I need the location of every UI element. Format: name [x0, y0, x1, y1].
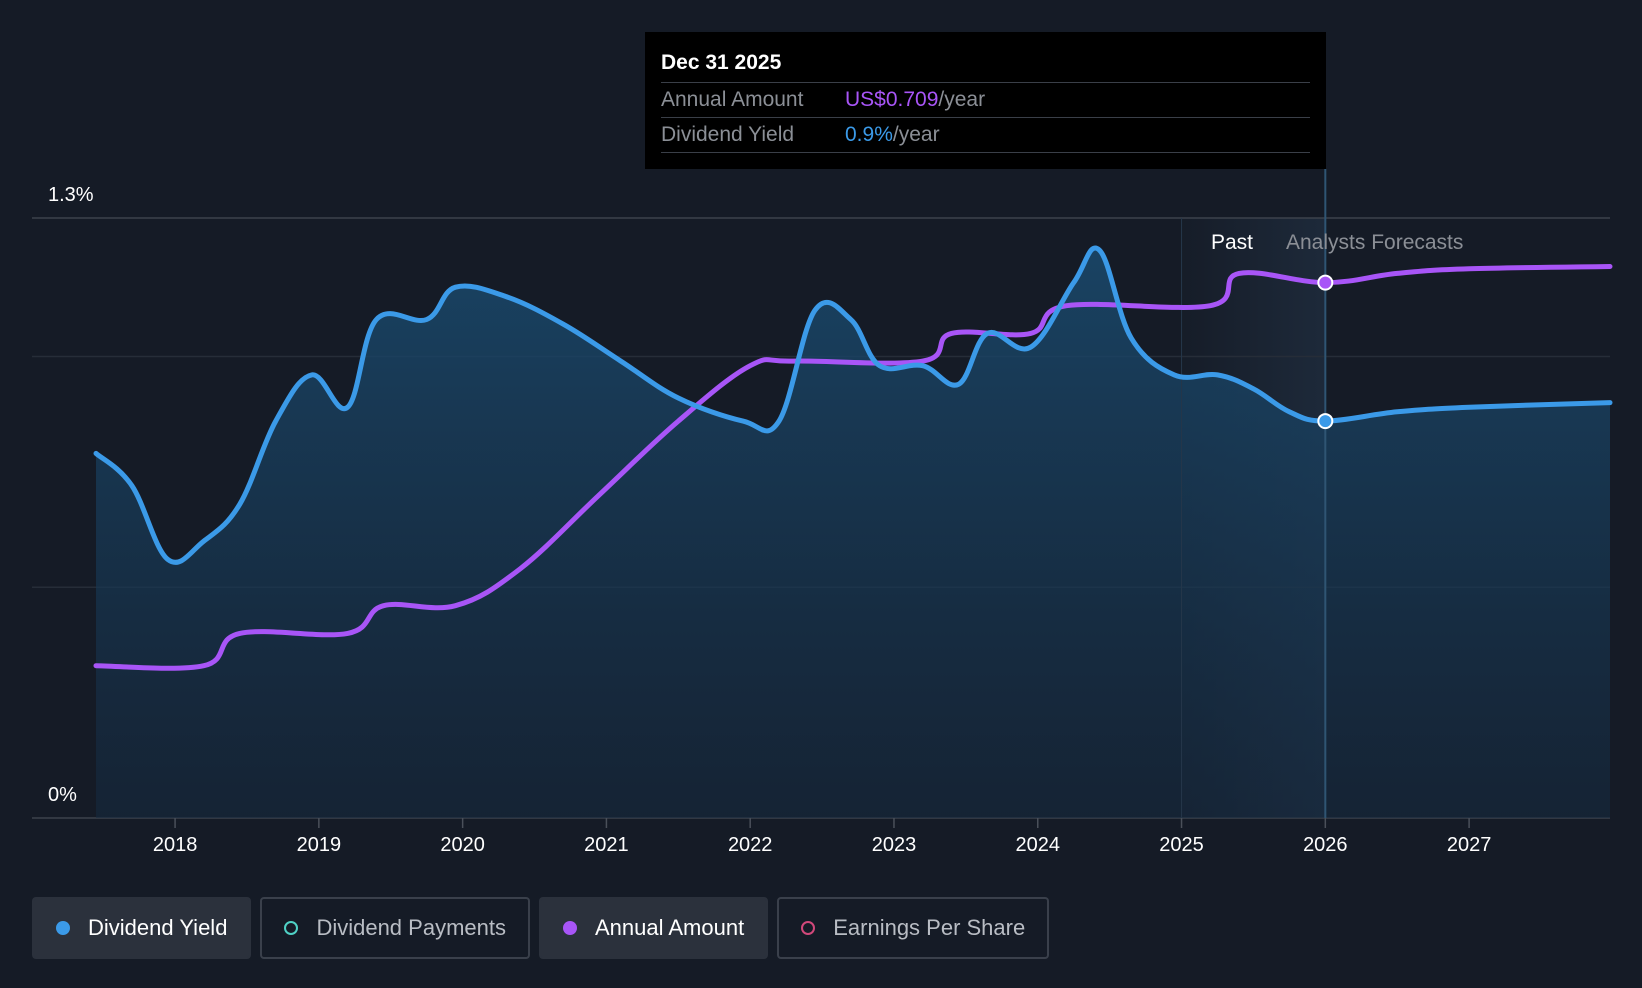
dot-icon	[562, 921, 577, 935]
tooltip-value: US$0.709	[845, 88, 939, 111]
legend: Dividend Yield Dividend Payments Annual …	[32, 897, 1058, 959]
tooltip-label: Dividend Yield	[661, 123, 795, 146]
forecast-label: Analysts Forecasts	[1286, 231, 1463, 254]
hover-tooltip: Dec 31 2025 Annual Amount US$0.709 /year…	[645, 32, 1326, 169]
y-tick-top: 1.3%	[48, 184, 94, 206]
dot-icon	[56, 921, 70, 935]
x-tick-label: 2023	[872, 834, 917, 856]
x-tick-label: 2021	[584, 834, 629, 856]
dividend-yield-marker[interactable]	[1317, 413, 1334, 430]
x-tick-label: 2022	[728, 834, 773, 856]
tooltip-value: 0.9%	[845, 123, 893, 146]
ring-icon	[284, 921, 299, 935]
legend-dividend-yield-button[interactable]: Dividend Yield	[32, 897, 252, 959]
y-tick-bottom: 0%	[48, 784, 77, 806]
x-tick-label: 2026	[1303, 834, 1348, 856]
annual-amount-marker[interactable]	[1317, 274, 1334, 291]
x-tick-label: 2018	[153, 834, 198, 856]
tooltip-row-annual-amount: Annual Amount US$0.709 /year	[661, 83, 1310, 118]
legend-label: Earnings Per Share	[833, 915, 1026, 940]
tooltip-date: Dec 31 2025	[661, 32, 1310, 83]
tooltip-label: Annual Amount	[661, 88, 804, 111]
legend-label: Dividend Yield	[88, 915, 228, 940]
legend-label: Dividend Payments	[316, 915, 506, 940]
dividend-yield-line	[93, 245, 1613, 565]
x-axis: 2018 2019 2020 2021 2022 2023 2024 2025 2026 2027	[153, 818, 1492, 856]
past-label: Past	[1211, 231, 1253, 254]
x-tick-label: 2019	[297, 834, 342, 856]
legend-label: Annual Amount	[594, 915, 745, 940]
legend-earnings-per-share-button[interactable]: Earnings Per Share	[777, 897, 1050, 959]
tooltip-unit: /year	[892, 123, 940, 146]
legend-dividend-payments-button[interactable]: Dividend Payments	[260, 897, 530, 959]
annual-amount-line	[93, 264, 1613, 671]
yield-area	[96, 248, 1610, 818]
x-tick-label: 2027	[1447, 834, 1492, 856]
tooltip-row-dividend-yield: Dividend Yield 0.9% /year	[661, 118, 1310, 153]
tooltip-unit: /year	[938, 88, 986, 111]
ring-icon	[801, 921, 816, 935]
legend-annual-amount-button[interactable]: Annual Amount	[538, 897, 769, 959]
x-tick-label: 2020	[440, 834, 485, 856]
x-tick-label: 2025	[1159, 834, 1204, 856]
x-tick-label: 2024	[1016, 834, 1061, 856]
